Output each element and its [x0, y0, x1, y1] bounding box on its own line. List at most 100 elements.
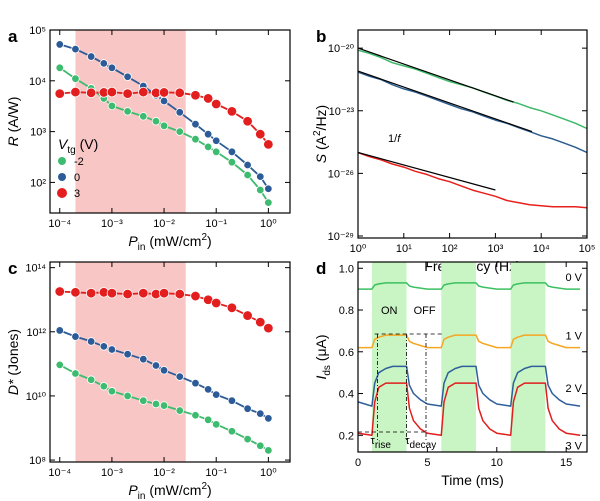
data-point — [175, 108, 184, 117]
data-point — [191, 378, 200, 388]
data-point — [190, 90, 201, 101]
y-tick-label: 10¹⁴ — [25, 263, 46, 275]
data-point — [203, 142, 213, 152]
y-axis-label-part: (μA) — [313, 334, 329, 365]
fit-line — [357, 151, 496, 191]
data-point — [256, 172, 265, 181]
data-point — [85, 287, 97, 299]
x-tick-label: 10⁴ — [533, 243, 550, 255]
data-point — [122, 88, 133, 99]
data-point — [191, 411, 200, 420]
plot-frame — [49, 29, 291, 214]
y-tick-label: 10⁻²⁶ — [328, 168, 354, 180]
data-point — [211, 98, 222, 110]
panel-label: a — [8, 27, 18, 46]
data-point — [175, 127, 184, 136]
x-tick-label: 10² — [442, 243, 458, 255]
x-tick-label: 10⁻¹ — [205, 218, 227, 230]
data-point — [191, 134, 200, 144]
data-point — [264, 184, 273, 193]
data-point — [139, 354, 148, 364]
legend-label: -2 — [74, 156, 84, 168]
data-point — [107, 63, 117, 73]
plot-frame — [357, 29, 588, 239]
data-point — [106, 287, 118, 299]
legend-marker — [58, 157, 66, 165]
data-point — [242, 310, 253, 321]
annotation: 1/f — [388, 133, 401, 145]
data-point — [123, 350, 132, 359]
data-point — [203, 385, 213, 394]
legend-title-part: tg — [67, 145, 75, 156]
y-axis-label: D* (Jones) — [5, 329, 21, 395]
series-label: 0 V — [565, 272, 582, 284]
tau-decay-label-part: decay — [410, 440, 437, 451]
shaded-region — [441, 262, 476, 452]
y-tick-label: 10⁵ — [29, 25, 46, 37]
x-axis-label-part: (mW/cm — [145, 233, 201, 249]
data-point — [123, 391, 132, 401]
data-point — [159, 366, 169, 375]
data-point — [242, 116, 253, 127]
series-label: 1 V — [565, 331, 582, 343]
x-tick-label: 10¹ — [396, 243, 412, 255]
x-axis-label-part: ) — [207, 233, 212, 249]
x-axis-label: Time (ms) — [441, 472, 503, 488]
data-point — [203, 415, 213, 425]
data-point — [99, 382, 109, 391]
data-point — [263, 322, 274, 334]
series-line — [357, 71, 588, 154]
data-point — [151, 117, 161, 126]
series-line — [357, 49, 588, 130]
data-point — [263, 139, 274, 150]
x-tick-label: 10³ — [487, 243, 503, 255]
data-point — [243, 160, 252, 170]
data-point — [159, 96, 169, 106]
data-point — [159, 121, 169, 131]
panel-label: c — [8, 259, 17, 278]
y-axis-label-part: D* — [5, 379, 21, 395]
data-point — [226, 106, 238, 117]
data-point — [212, 420, 221, 429]
series-line — [357, 382, 581, 437]
x-tick-label: 10⁻¹ — [205, 467, 227, 479]
data-point — [243, 434, 252, 444]
legend-marker — [57, 188, 67, 198]
data-point — [54, 88, 65, 99]
y-axis-label-part: ds — [322, 365, 333, 376]
y-axis-label-part: (Jones) — [5, 329, 21, 380]
x-axis-label-part: 2 — [201, 232, 207, 243]
tau-decay-label: τdecay — [405, 435, 436, 451]
data-point — [138, 287, 149, 299]
shaded-region — [371, 262, 407, 452]
data-point — [202, 93, 214, 104]
x-tick-label: 10⁻² — [153, 218, 175, 230]
data-point — [122, 288, 133, 300]
data-point — [55, 360, 64, 370]
data-point — [106, 86, 118, 98]
data-point — [264, 414, 273, 423]
data-point — [107, 345, 117, 354]
data-point — [256, 185, 265, 195]
series-label: 3 V — [565, 440, 582, 452]
x-tick-label: 10⁰ — [260, 467, 277, 479]
fit-line — [357, 47, 514, 103]
data-point — [255, 128, 266, 140]
data-point — [70, 287, 81, 298]
x-axis-label-part: ) — [207, 482, 212, 498]
data-point — [158, 287, 170, 299]
y-tick-label: 10⁻²³ — [329, 106, 355, 118]
data-point — [174, 288, 185, 300]
x-tick-label: 10⁻⁴ — [48, 467, 71, 479]
x-axis-label: Pin (mW/cm2) — [128, 481, 211, 501]
y-tick-label: 10¹² — [26, 327, 46, 339]
y-axis-label: Ids (μA) — [313, 334, 333, 379]
y-axis-label-part: R — [5, 136, 21, 146]
y-axis-label-part: 2 — [312, 130, 323, 136]
data-point — [190, 290, 201, 302]
data-point — [227, 427, 237, 436]
data-point — [123, 72, 132, 81]
x-tick-label: 10⁰ — [350, 243, 367, 255]
x-tick-label: 10⁻⁴ — [48, 218, 71, 230]
